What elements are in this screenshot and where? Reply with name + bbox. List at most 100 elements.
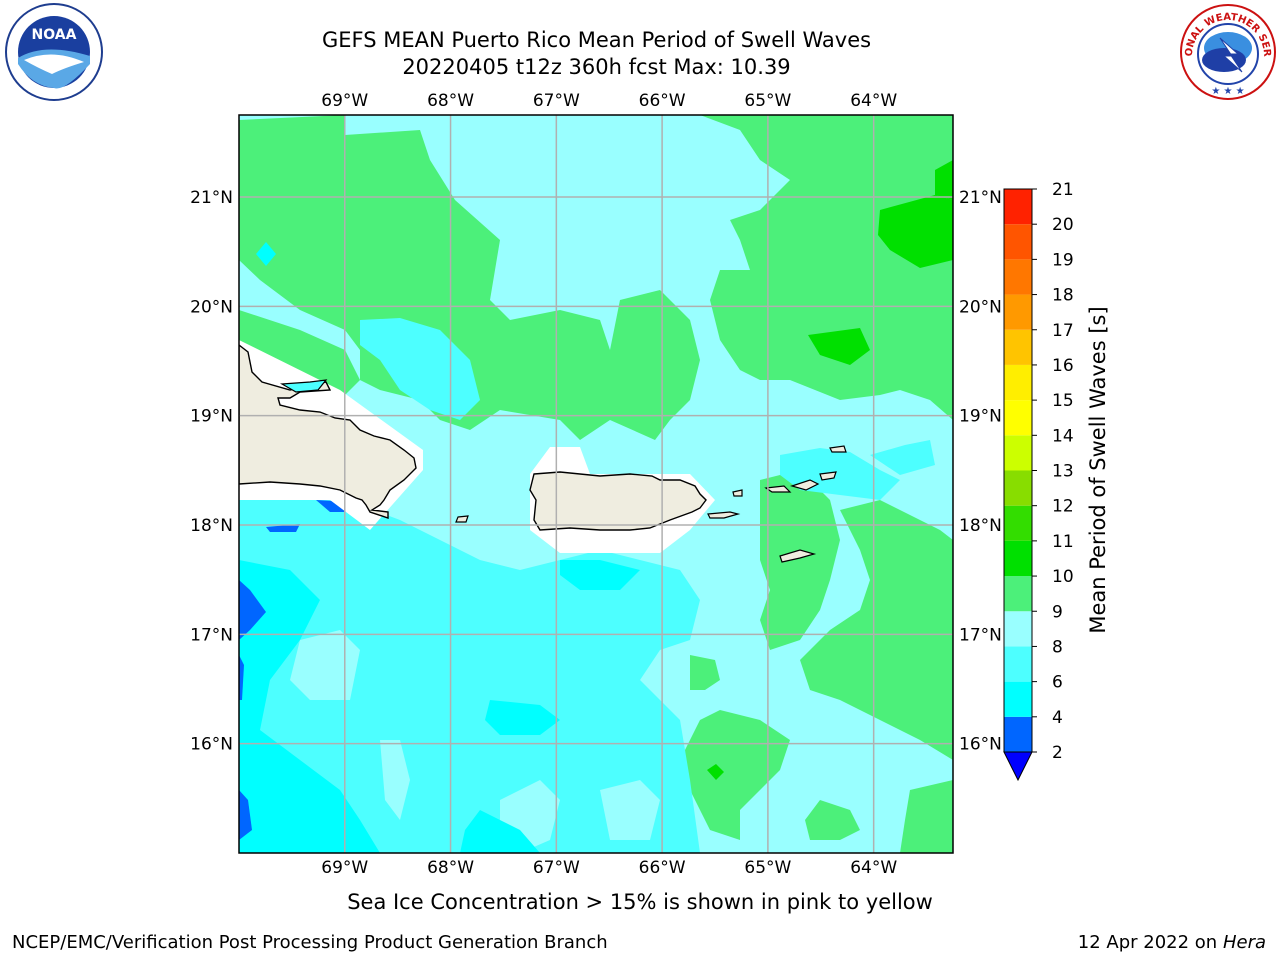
lon-label-top: 65°W xyxy=(744,91,791,111)
colorbar-tick-label: 20 xyxy=(1052,215,1074,235)
colorbar-tick-label: 15 xyxy=(1052,391,1074,411)
swell-6-8-region xyxy=(870,440,935,475)
longitude-labels-bottom: 69°W 68°W 67°W 66°W 65°W 64°W xyxy=(321,858,897,878)
chart-subtitle: 20220405 t12z 360h fcst Max: 10.39 xyxy=(402,55,791,79)
lon-label-bottom: 68°W xyxy=(427,858,474,878)
colorbar-segment xyxy=(1004,224,1032,260)
colorbar-segment xyxy=(1004,470,1032,506)
swell-4-6-region xyxy=(239,560,380,853)
colorbar-tick-label: 21 xyxy=(1052,180,1074,200)
swell-9-10-region xyxy=(239,190,300,270)
colorbar: 2 4 6 8 9 10 11 12 13 14 15 16 17 18 19 20 21 xyxy=(1003,180,1074,782)
swell-9-10-region xyxy=(800,500,953,760)
colorbar-tick-label: 8 xyxy=(1052,637,1063,657)
swell-10-11-region xyxy=(935,160,953,200)
colorbar-segment xyxy=(1004,259,1032,295)
lat-label-left: 18°N xyxy=(190,516,233,536)
colorbar-segment xyxy=(1004,435,1032,471)
island xyxy=(829,445,847,453)
sea-ice-caption: Sea Ice Concentration > 15% is shown in … xyxy=(347,890,933,914)
swell-9-10-region xyxy=(680,710,790,840)
island xyxy=(779,549,817,563)
swell-10-11-region xyxy=(878,195,953,268)
colorbar-tick-label: 9 xyxy=(1052,602,1063,622)
swell-8-9-region xyxy=(380,740,410,820)
lon-label-bottom: 69°W xyxy=(321,858,368,878)
colorbar-tick-label: 17 xyxy=(1052,321,1074,341)
swell-9-10-region xyxy=(760,470,840,650)
colorbar-segment xyxy=(1004,646,1032,682)
latitude-labels-right: 21°N 20°N 19°N 18°N 17°N 16°N xyxy=(959,188,1002,755)
lon-label-bottom: 65°W xyxy=(744,858,791,878)
colorbar-tick-label: 11 xyxy=(1052,532,1074,552)
island xyxy=(764,485,792,493)
swell-10-11-region xyxy=(707,764,724,780)
colorbar-segment xyxy=(1004,189,1032,225)
swell-2-4-region xyxy=(239,790,252,840)
island xyxy=(707,511,741,519)
lat-label-left: 19°N xyxy=(190,407,233,427)
island xyxy=(789,479,820,491)
inland-water xyxy=(279,379,328,393)
swell-2-4-region xyxy=(239,580,266,640)
swell-9-10-region xyxy=(805,800,860,840)
swell-2-4-region xyxy=(266,524,300,532)
lat-label-left: 21°N xyxy=(190,188,233,208)
nws-logo-icon: NATIONAL WEATHER SERVICE ★ ★ ★ xyxy=(1178,2,1276,100)
footer-branch: NCEP/EMC/Verification Post Processing Pr… xyxy=(12,932,608,953)
colorbar-under-arrow xyxy=(1003,751,1033,782)
lat-label-left: 16°N xyxy=(190,735,233,755)
lon-label-top: 66°W xyxy=(639,91,686,111)
contour-field xyxy=(239,115,953,853)
svg-text:★ ★ ★: ★ ★ ★ xyxy=(1211,86,1244,97)
colorbar-tick-label: 19 xyxy=(1052,250,1074,270)
colorbar-tick-label: 6 xyxy=(1052,673,1063,693)
lat-label-right: 18°N xyxy=(959,516,1002,536)
latitude-labels-left: 21°N 20°N 19°N 18°N 17°N 16°N xyxy=(190,188,233,755)
colorbar-segment xyxy=(1004,611,1032,647)
swell-2-4-region xyxy=(239,655,244,700)
colorbar-tick-label: 4 xyxy=(1052,708,1063,728)
swell-9-10-region xyxy=(900,780,953,853)
colorbar-segment xyxy=(1004,540,1032,577)
colorbar-segment xyxy=(1004,716,1032,752)
lat-label-right: 21°N xyxy=(959,188,1002,208)
map-gridlines xyxy=(239,115,953,853)
swell-9-10-region xyxy=(690,655,720,690)
colorbar-segment xyxy=(1004,505,1032,541)
swell-8-9-region xyxy=(290,630,360,700)
lon-label-bottom: 67°W xyxy=(533,858,580,878)
colorbar-tick-label: 14 xyxy=(1052,426,1074,446)
colorbar-segment xyxy=(1004,364,1032,401)
lat-label-right: 20°N xyxy=(959,297,1002,317)
colorbar-tick-label: 13 xyxy=(1052,462,1074,482)
swell-4-6-region xyxy=(256,242,276,266)
chart-title: GEFS MEAN Puerto Rico Mean Period of Swe… xyxy=(321,28,872,52)
lat-label-right: 19°N xyxy=(959,407,1002,427)
lon-label-top: 67°W xyxy=(533,91,580,111)
footer-date: 12 Apr 2022 on Hera xyxy=(1078,932,1266,953)
lon-label-top: 68°W xyxy=(427,91,474,111)
colorbar-tick-label: 10 xyxy=(1052,567,1074,587)
colorbar-segment xyxy=(1004,400,1032,436)
hispaniola-land xyxy=(239,344,417,519)
swell-10-11-region xyxy=(808,328,870,365)
colorbar-segment xyxy=(1004,576,1032,612)
lat-label-right: 16°N xyxy=(959,735,1002,755)
lon-label-bottom: 64°W xyxy=(850,858,897,878)
colorbar-segment xyxy=(1004,294,1032,330)
colorbar-tick-label: 16 xyxy=(1052,356,1074,376)
lat-label-left: 17°N xyxy=(190,625,233,645)
noaa-logo-text: NOAA xyxy=(32,27,77,43)
lon-label-top: 64°W xyxy=(850,91,897,111)
map-frame xyxy=(238,114,954,854)
island xyxy=(819,471,837,481)
colorbar-tick-label: 12 xyxy=(1052,497,1074,517)
swell-9-10-region xyxy=(700,115,953,420)
colorbar-label: Mean Period of Swell Waves [s] xyxy=(1086,306,1110,633)
lat-label-left: 20°N xyxy=(190,297,233,317)
longitude-labels-top: 69°W 68°W 67°W 66°W 65°W 64°W xyxy=(321,91,897,111)
colorbar-tick-label: 18 xyxy=(1052,286,1074,306)
colorbar-segment xyxy=(1004,329,1032,365)
island xyxy=(732,489,743,497)
